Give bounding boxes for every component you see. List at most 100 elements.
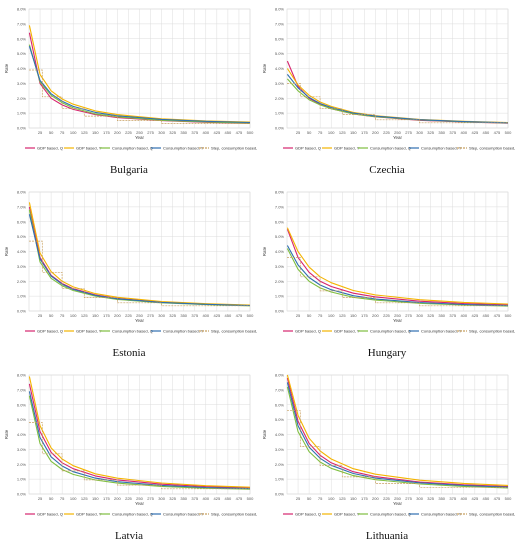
x-tick-label: 350 — [438, 130, 445, 135]
x-tick-label: 100 — [70, 130, 77, 135]
x-tick-label: 25 — [296, 313, 301, 318]
y-axis-title: Rate — [4, 246, 9, 256]
x-tick-label: 75 — [318, 496, 323, 501]
y-tick-label: 7.0% — [17, 387, 27, 392]
x-tick-label: 475 — [494, 496, 501, 501]
x-tick-label: 75 — [318, 313, 323, 318]
series-line-2 — [286, 374, 509, 486]
x-tick-label: 50 — [307, 130, 312, 135]
y-tick-label: 1.0% — [17, 477, 27, 482]
country-label: Bulgaria — [110, 164, 148, 176]
x-tick-label: 200 — [372, 313, 379, 318]
x-tick-label: 325 — [427, 130, 434, 135]
chart-panel-estonia: 0.0% 1.0% 2.0% 3.0% 4.0% 5.0% 6.0% 7.0% 8.0% 25 50… — [0, 183, 258, 366]
y-tick-label: 7.0% — [17, 21, 27, 26]
chart-lithuania: 0.0% 1.0% 2.0% 3.0% 4.0% 5.0% 6.0% 7.0% 8.0% 25 50… — [262, 373, 516, 517]
x-tick-label: 175 — [361, 130, 368, 135]
x-tick-label: 250 — [394, 496, 401, 501]
x-tick-label: 50 — [307, 313, 312, 318]
x-tick-label: 450 — [225, 130, 232, 135]
x-tick-label: 225 — [383, 313, 390, 318]
y-tick-label: 4.0% — [17, 66, 27, 71]
legend-label: GDP based, Y — [334, 512, 360, 517]
x-tick-label: 25 — [296, 496, 301, 501]
y-tick-label: 5.0% — [17, 234, 27, 239]
series-line-2 — [28, 202, 251, 306]
series-line-3 — [286, 386, 509, 489]
y-axis-title: Rate — [262, 246, 267, 256]
legend-label: Consumption based, Y — [163, 329, 204, 334]
x-tick-label: 225 — [383, 130, 390, 135]
x-tick-label: 250 — [136, 496, 143, 501]
x-tick-label: 375 — [449, 130, 456, 135]
legend-label: Consumption based, Q — [112, 329, 153, 334]
x-tick-label: 25 — [38, 313, 43, 318]
x-axis-title: Year — [393, 501, 403, 506]
x-tick-label: 475 — [236, 313, 243, 318]
legend-label: Consumption based, Y — [421, 512, 462, 517]
x-tick-label: 75 — [60, 313, 65, 318]
y-axis-title: Rate — [262, 429, 267, 439]
y-tick-label: 8.0% — [275, 190, 285, 195]
legend-label: Step, consumption based, Y — [211, 146, 258, 151]
y-tick-label: 1.0% — [275, 477, 285, 482]
chart-panel-lithuania: 0.0% 1.0% 2.0% 3.0% 4.0% 5.0% 6.0% 7.0% 8.0% 25 50… — [258, 366, 516, 549]
x-tick-label: 450 — [483, 496, 490, 501]
x-axis-title: Year — [135, 135, 145, 140]
series-line-5 — [29, 240, 250, 307]
x-tick-label: 275 — [405, 130, 412, 135]
x-tick-label: 150 — [350, 130, 357, 135]
x-tick-label: 425 — [214, 130, 221, 135]
x-tick-label: 375 — [191, 313, 198, 318]
x-tick-label: 175 — [103, 130, 110, 135]
x-tick-label: 250 — [394, 130, 401, 135]
y-tick-label: 6.0% — [17, 36, 27, 41]
x-tick-label: 225 — [125, 313, 132, 318]
series-line-5 — [287, 83, 508, 124]
x-tick-label: 200 — [114, 313, 121, 318]
x-tick-label: 250 — [136, 130, 143, 135]
y-tick-label: 6.0% — [17, 402, 27, 407]
y-tick-label: 3.0% — [17, 81, 27, 86]
x-tick-label: 150 — [92, 313, 99, 318]
legend-label: GDP based, Q — [37, 329, 63, 334]
y-tick-label: 6.0% — [17, 219, 27, 224]
y-tick-label: 5.0% — [17, 417, 27, 422]
x-tick-label: 225 — [125, 130, 132, 135]
x-tick-label: 125 — [339, 496, 346, 501]
y-axis-title: Rate — [4, 63, 9, 73]
y-tick-label: 6.0% — [275, 219, 285, 224]
y-tick-label: 4.0% — [17, 249, 27, 254]
country-label: Estonia — [112, 347, 146, 359]
x-tick-label: 400 — [202, 130, 209, 135]
x-tick-label: 300 — [416, 130, 423, 135]
x-tick-label: 100 — [328, 496, 335, 501]
x-tick-label: 425 — [214, 313, 221, 318]
y-tick-label: 0.0% — [275, 492, 285, 497]
series-line-5 — [287, 257, 508, 307]
series-line-1 — [286, 229, 509, 306]
x-tick-label: 50 — [49, 313, 54, 318]
y-axis-title: Rate — [4, 429, 9, 439]
x-tick-label: 500 — [505, 313, 512, 318]
x-tick-label: 225 — [383, 496, 390, 501]
x-tick-label: 125 — [339, 313, 346, 318]
x-tick-label: 450 — [225, 313, 232, 318]
legend-label: Step, consumption based, Y — [469, 146, 516, 151]
x-tick-label: 75 — [318, 130, 323, 135]
legend-label: Consumption based, Y — [421, 146, 462, 151]
y-tick-label: 0.0% — [17, 309, 27, 314]
x-tick-label: 500 — [247, 496, 254, 501]
chart-panel-hungary: 0.0% 1.0% 2.0% 3.0% 4.0% 5.0% 6.0% 7.0% 8.0% 25 50… — [258, 183, 516, 366]
x-tick-label: 450 — [225, 496, 232, 501]
x-tick-label: 375 — [449, 313, 456, 318]
legend-label: Step, consumption based, Y — [469, 512, 516, 517]
x-tick-label: 100 — [70, 313, 77, 318]
x-tick-label: 100 — [70, 496, 77, 501]
y-tick-label: 1.0% — [17, 111, 27, 116]
legend-label: Consumption based, Y — [163, 512, 204, 517]
x-tick-label: 375 — [191, 496, 198, 501]
series-line-1 — [28, 383, 251, 489]
x-tick-label: 375 — [449, 496, 456, 501]
